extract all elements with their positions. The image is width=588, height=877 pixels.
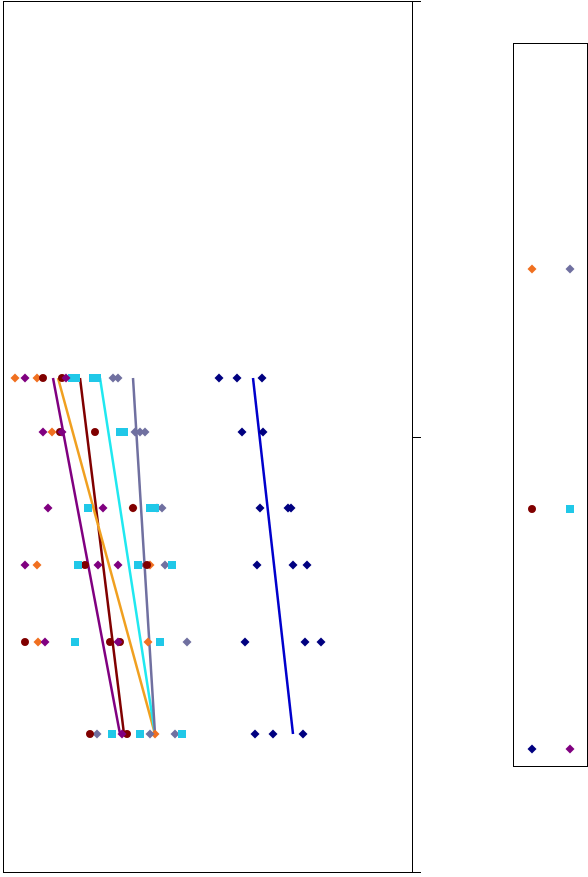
data-point — [240, 637, 250, 647]
data-point — [113, 373, 123, 383]
data-point — [21, 638, 29, 646]
data-point — [300, 637, 310, 647]
data-point — [143, 637, 153, 647]
trend-line — [78, 377, 126, 735]
data-point — [86, 730, 94, 738]
plot-area — [3, 1, 413, 873]
data-point — [117, 729, 127, 739]
data-point — [178, 730, 186, 738]
data-point — [250, 729, 260, 739]
data-point — [182, 637, 192, 647]
trend-line — [56, 377, 157, 735]
data-point — [39, 374, 47, 382]
data-point — [130, 427, 140, 437]
data-point — [71, 638, 79, 646]
data-point — [268, 729, 278, 739]
data-point — [135, 427, 145, 437]
data-point — [81, 561, 89, 569]
legend-marker — [527, 264, 537, 274]
data-point — [298, 729, 308, 739]
data-point — [255, 503, 265, 513]
data-point — [160, 560, 170, 570]
legend-marker — [565, 264, 575, 274]
data-point — [168, 561, 176, 569]
data-point — [10, 373, 20, 383]
data-point — [123, 730, 131, 738]
data-point — [74, 561, 82, 569]
data-point — [32, 560, 42, 570]
data-point — [20, 373, 30, 383]
data-point — [120, 428, 128, 436]
trend-line — [251, 377, 295, 735]
legend — [513, 43, 588, 767]
data-point — [145, 729, 155, 739]
data-point — [61, 373, 71, 383]
legend-marker — [528, 505, 536, 513]
data-point — [84, 504, 92, 512]
data-point — [93, 374, 101, 382]
data-point — [252, 560, 262, 570]
data-point — [93, 560, 103, 570]
data-point — [38, 427, 48, 437]
data-point — [134, 561, 142, 569]
data-point — [98, 503, 108, 513]
data-point — [150, 729, 160, 739]
data-point — [106, 638, 114, 646]
trend-line — [131, 377, 157, 735]
data-point — [258, 427, 268, 437]
data-point — [286, 503, 296, 513]
data-point — [40, 637, 50, 647]
data-point — [237, 427, 247, 437]
data-point — [113, 637, 123, 647]
legend-marker — [527, 744, 537, 754]
data-point — [33, 637, 43, 647]
data-point — [302, 560, 312, 570]
data-point — [157, 503, 167, 513]
data-point — [108, 730, 116, 738]
data-point — [143, 561, 151, 569]
trend-line — [98, 377, 157, 735]
data-point — [47, 427, 57, 437]
data-point — [57, 427, 67, 437]
data-point — [91, 428, 99, 436]
legend-marker — [566, 505, 574, 513]
data-point — [146, 504, 154, 512]
data-point — [32, 373, 42, 383]
data-point — [140, 427, 150, 437]
data-point — [257, 373, 267, 383]
data-point — [20, 560, 30, 570]
data-point — [232, 373, 242, 383]
data-point — [214, 373, 224, 383]
data-point — [92, 729, 102, 739]
legend-marker — [565, 744, 575, 754]
data-point — [113, 560, 123, 570]
data-point — [170, 729, 180, 739]
data-point — [316, 637, 326, 647]
data-point — [288, 560, 298, 570]
data-point — [129, 504, 137, 512]
data-point — [136, 730, 144, 738]
data-point — [156, 638, 164, 646]
data-point — [108, 373, 118, 383]
data-point — [151, 504, 159, 512]
data-point — [72, 374, 80, 382]
data-point — [43, 503, 53, 513]
trend-line — [51, 377, 122, 735]
